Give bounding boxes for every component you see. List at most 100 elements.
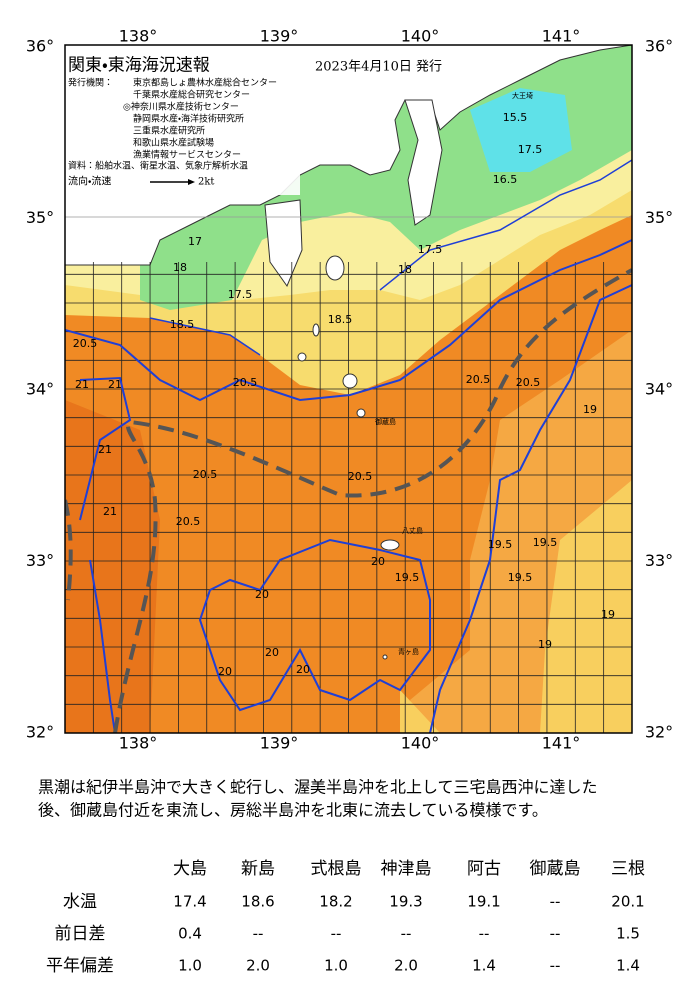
table-column-header: 阿古 bbox=[467, 859, 501, 879]
latitude-label: 36° bbox=[26, 37, 54, 56]
kuroshio-path bbox=[113, 268, 632, 733]
table-column-header: 大島 bbox=[173, 859, 207, 879]
isotherm-label: 17 bbox=[188, 235, 202, 248]
isotherm bbox=[65, 239, 632, 402]
sea-cool bbox=[400, 690, 440, 733]
latitude-label: 34° bbox=[645, 380, 673, 399]
issuer: ◎神奈川県水産技術センター bbox=[123, 101, 239, 113]
table-column-header: 御蔵島 bbox=[530, 859, 581, 879]
isotherm bbox=[149, 317, 261, 356]
longitude-label: 138° bbox=[119, 27, 158, 46]
isotherm-label: 20.5 bbox=[73, 337, 98, 350]
table-column-header: 新島 bbox=[241, 859, 275, 879]
issuer: 和歌山県水産試験場 bbox=[133, 137, 214, 149]
description-line: 後、御蔵島付近を東流し、房総半島沖を北東に流去している模様です。 bbox=[38, 801, 548, 820]
table-cell: -- bbox=[479, 925, 490, 943]
latitude-label: 35° bbox=[645, 208, 673, 227]
latitude-label: 34° bbox=[26, 380, 54, 399]
table-column-header: 三根 bbox=[611, 859, 645, 879]
isotherm-label: 19 bbox=[583, 403, 597, 416]
longitude-label: 140° bbox=[401, 734, 440, 753]
isotherm-label: 20 bbox=[296, 663, 310, 676]
isotherm-label: 20 bbox=[371, 555, 385, 568]
kuroshio-path bbox=[65, 499, 73, 601]
isotherm bbox=[79, 376, 132, 521]
isotherm-label: 18 bbox=[173, 261, 187, 274]
table-cell: 18.6 bbox=[241, 893, 274, 911]
table-cell: 2.0 bbox=[246, 957, 270, 975]
table-cell: -- bbox=[401, 925, 412, 943]
table-cell: 1.0 bbox=[178, 957, 202, 975]
table-cell: -- bbox=[331, 925, 342, 943]
isotherm-label: 17.5 bbox=[518, 143, 543, 156]
isotherm-label: 20.5 bbox=[516, 376, 541, 389]
table-row-label: 前日差 bbox=[55, 924, 106, 944]
longitude-label: 139° bbox=[260, 27, 299, 46]
longitude-label: 141° bbox=[542, 27, 581, 46]
flow-scale: 2kt bbox=[198, 177, 214, 188]
table-column-header: 神津島 bbox=[381, 859, 432, 879]
longitude-label: 139° bbox=[260, 734, 299, 753]
latitude-label: 33° bbox=[645, 551, 673, 570]
island bbox=[312, 323, 320, 337]
isotherm bbox=[429, 284, 632, 733]
map-frame bbox=[64, 44, 633, 734]
izu-peninsula bbox=[264, 199, 303, 288]
isotherm-label: 21 bbox=[103, 505, 117, 518]
isotherm-label: 20.5 bbox=[176, 515, 201, 528]
isotherm-label: 21 bbox=[98, 443, 112, 456]
isotherm-label: 18 bbox=[398, 263, 412, 276]
table-cell: 1.0 bbox=[324, 957, 348, 975]
table-cell: 19.3 bbox=[389, 893, 422, 911]
table-cell: -- bbox=[253, 925, 264, 943]
place-name: 青ヶ島 bbox=[398, 647, 419, 656]
table-cell: 1.4 bbox=[472, 957, 496, 975]
sea-cool bbox=[540, 480, 632, 733]
issuer: 千葉県水産総合研究センター bbox=[133, 89, 250, 101]
table-cell: 0.4 bbox=[178, 925, 202, 943]
table-column-header: 式根島 bbox=[311, 859, 362, 879]
isotherm-label: 18.5 bbox=[170, 318, 195, 331]
isotherm bbox=[379, 159, 632, 291]
table-cell: -- bbox=[550, 957, 561, 975]
isotherm-label: 19.5 bbox=[533, 536, 558, 549]
isotherm-label: 19 bbox=[538, 638, 552, 651]
isotherm-label: 16.5 bbox=[493, 173, 518, 186]
issuer: 漁業情報サービスセンター bbox=[133, 149, 241, 161]
table-cell: 19.1 bbox=[467, 893, 500, 911]
longitude-label: 140° bbox=[401, 27, 440, 46]
latitude-label: 35° bbox=[26, 208, 54, 227]
isotherm-label: 15.5 bbox=[503, 111, 528, 124]
place-name: 御蔵島 bbox=[375, 417, 396, 426]
table-row-label: 平年偏差 bbox=[46, 956, 114, 976]
isotherm-label: 21 bbox=[75, 378, 89, 391]
longitude-label: 138° bbox=[119, 734, 158, 753]
isotherm-label: 17.5 bbox=[228, 288, 253, 301]
isotherm-label: 20 bbox=[255, 588, 269, 601]
longitude-label: 141° bbox=[542, 734, 581, 753]
isotherm-label: 18.5 bbox=[328, 313, 353, 326]
table-cell: 17.4 bbox=[173, 893, 206, 911]
overlay bbox=[65, 45, 632, 733]
isotherm-label: 19.5 bbox=[488, 538, 513, 551]
data-source: 資料：船舶水温、衛星水温、気象庁解析水温 bbox=[68, 160, 248, 172]
isotherm-label: 21 bbox=[108, 378, 122, 391]
sea-cold-cyan bbox=[470, 88, 572, 172]
place-name: 八丈島 bbox=[402, 526, 423, 535]
table-cell: 1.5 bbox=[616, 925, 640, 943]
table-cell: 18.2 bbox=[319, 893, 352, 911]
latitude-label: 36° bbox=[645, 37, 673, 56]
isotherm-label: 20 bbox=[218, 665, 232, 678]
issuer: 静岡県水産・海洋技術研究所 bbox=[133, 113, 244, 125]
island bbox=[297, 352, 307, 362]
grid bbox=[65, 216, 632, 733]
issuer-label: 発行機関： bbox=[68, 77, 113, 89]
table-cell: -- bbox=[550, 893, 561, 911]
table-cell: 1.4 bbox=[616, 957, 640, 975]
table-row-label: 水温 bbox=[63, 892, 97, 912]
description-line: 黒潮は紀伊半島沖で大きく蛇行し、渥美半島沖を北上して三宅島西沖に達した bbox=[38, 778, 598, 797]
issuer: 三重県水産研究所 bbox=[133, 125, 205, 137]
